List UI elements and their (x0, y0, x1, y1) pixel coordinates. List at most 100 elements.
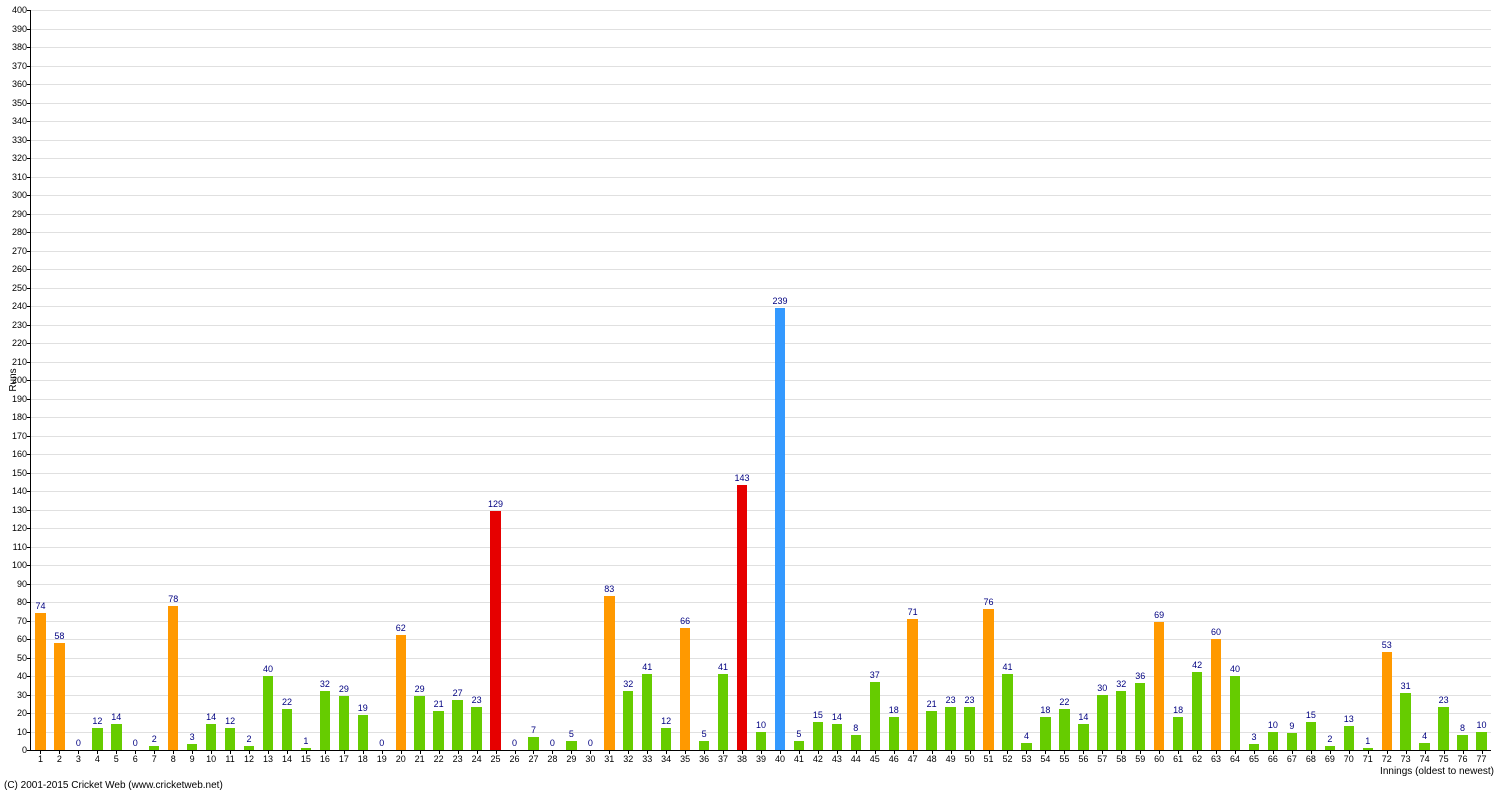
gridline (31, 269, 1491, 270)
bar-value-label: 23 (1439, 695, 1449, 705)
bar-value-label: 62 (396, 623, 406, 633)
x-tick-label: 77 (1477, 754, 1487, 764)
bar (775, 308, 785, 750)
bar (1173, 717, 1183, 750)
bar-value-label: 3 (190, 732, 195, 742)
x-tick-label: 45 (870, 754, 880, 764)
y-tick (27, 251, 31, 252)
bar-value-label: 37 (870, 670, 880, 680)
y-tick (27, 195, 31, 196)
y-tick-label: 50 (17, 653, 27, 663)
bar (225, 728, 235, 750)
x-tick-label: 28 (547, 754, 557, 764)
x-tick-label: 22 (434, 754, 444, 764)
bar (907, 619, 917, 750)
y-tick-label: 370 (12, 61, 27, 71)
x-tick-label: 27 (528, 754, 538, 764)
x-tick-label: 18 (358, 754, 368, 764)
bar (983, 609, 993, 750)
bar (832, 724, 842, 750)
bar (794, 741, 804, 750)
bar-value-label: 32 (320, 679, 330, 689)
gridline (31, 713, 1491, 714)
y-tick-label: 20 (17, 708, 27, 718)
y-tick (27, 214, 31, 215)
bar (680, 628, 690, 750)
bar (168, 606, 178, 750)
bar (813, 722, 823, 750)
bar-value-label: 12 (661, 716, 671, 726)
gridline (31, 491, 1491, 492)
y-tick-label: 220 (12, 338, 27, 348)
bar-value-label: 19 (358, 703, 368, 713)
bar-value-label: 76 (984, 597, 994, 607)
y-tick (27, 676, 31, 677)
y-tick (27, 177, 31, 178)
bar (623, 691, 633, 750)
bar-value-label: 7 (531, 725, 536, 735)
y-tick-label: 360 (12, 79, 27, 89)
bar-value-label: 0 (379, 738, 384, 748)
gridline (31, 66, 1491, 67)
gridline (31, 158, 1491, 159)
gridline (31, 140, 1491, 141)
x-tick-label: 15 (301, 754, 311, 764)
bar-value-label: 1 (1365, 736, 1370, 746)
gridline (31, 343, 1491, 344)
bar (35, 613, 45, 750)
bar-value-label: 15 (813, 710, 823, 720)
gridline (31, 528, 1491, 529)
x-tick-label: 54 (1040, 754, 1050, 764)
bar-value-label: 83 (604, 584, 614, 594)
bar (1097, 695, 1107, 751)
y-tick (27, 343, 31, 344)
x-tick-label: 10 (206, 754, 216, 764)
y-tick (27, 103, 31, 104)
bar-value-label: 9 (1289, 721, 1294, 731)
gridline (31, 177, 1491, 178)
y-tick-label: 10 (17, 727, 27, 737)
gridline (31, 306, 1491, 307)
bar (396, 635, 406, 750)
x-tick-label: 13 (263, 754, 273, 764)
y-tick (27, 658, 31, 659)
y-axis-title: Runs (8, 368, 19, 391)
bar-value-label: 129 (488, 499, 503, 509)
x-tick-label: 63 (1211, 754, 1221, 764)
bar-value-label: 41 (718, 662, 728, 672)
bar-value-label: 14 (206, 712, 216, 722)
bar-value-label: 21 (927, 699, 937, 709)
bar (945, 707, 955, 750)
x-tick-label: 24 (472, 754, 482, 764)
bar (1400, 693, 1410, 750)
x-tick-label: 36 (699, 754, 709, 764)
bar (1382, 652, 1392, 750)
bar-value-label: 23 (472, 695, 482, 705)
y-tick-label: 320 (12, 153, 27, 163)
gridline (31, 621, 1491, 622)
x-tick-label: 31 (604, 754, 614, 764)
x-tick-label: 56 (1078, 754, 1088, 764)
x-tick-label: 62 (1192, 754, 1202, 764)
x-tick-label: 46 (889, 754, 899, 764)
bar (1002, 674, 1012, 750)
y-tick (27, 29, 31, 30)
gridline (31, 103, 1491, 104)
x-tick-label: 49 (946, 754, 956, 764)
bar-value-label: 14 (1078, 712, 1088, 722)
bar-value-label: 30 (1097, 683, 1107, 693)
bar-value-label: 74 (35, 601, 45, 611)
gridline (31, 639, 1491, 640)
bar-value-label: 8 (853, 723, 858, 733)
bar (1135, 683, 1145, 750)
bar-value-label: 10 (1268, 720, 1278, 730)
x-tick-label: 19 (377, 754, 387, 764)
x-tick-label: 6 (133, 754, 138, 764)
bar (206, 724, 216, 750)
bar (889, 717, 899, 750)
bar (1021, 743, 1031, 750)
y-tick (27, 417, 31, 418)
y-tick-label: 270 (12, 246, 27, 256)
bar (414, 696, 424, 750)
bar-value-label: 31 (1401, 681, 1411, 691)
